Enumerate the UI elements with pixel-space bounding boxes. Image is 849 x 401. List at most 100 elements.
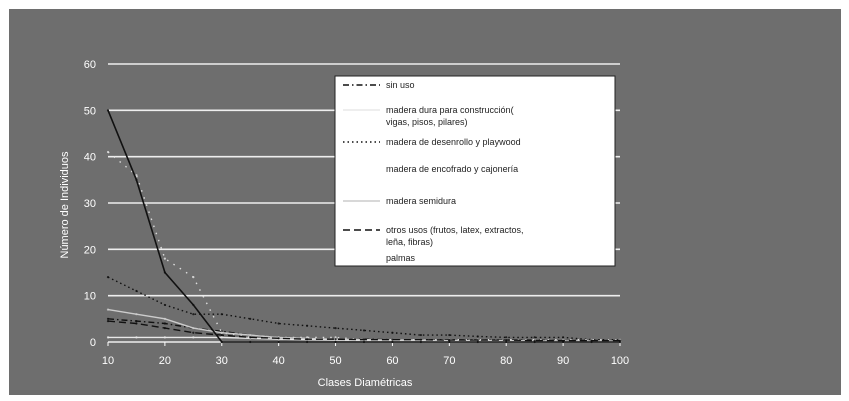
data-point xyxy=(448,340,451,344)
data-point xyxy=(505,336,508,339)
data-point xyxy=(362,338,366,341)
data-point xyxy=(533,340,536,344)
data-point xyxy=(419,333,422,337)
data-point xyxy=(220,336,223,339)
x-tick-label: 100 xyxy=(611,355,629,367)
legend-label: sin uso xyxy=(386,80,415,90)
data-point xyxy=(135,178,138,181)
data-point xyxy=(505,340,508,344)
data-point xyxy=(562,340,565,344)
data-point xyxy=(106,276,110,279)
data-point xyxy=(135,322,138,325)
legend-box xyxy=(334,75,616,267)
data-point xyxy=(163,327,166,330)
data-point xyxy=(192,313,195,316)
data-point xyxy=(533,336,536,339)
data-point xyxy=(476,339,479,342)
x-tick-label: 30 xyxy=(216,355,228,367)
data-point xyxy=(306,324,309,327)
y-axis-title: Número de Individuos xyxy=(59,151,71,259)
data-point xyxy=(192,303,195,307)
data-point xyxy=(135,313,138,316)
data-point xyxy=(135,174,138,177)
data-point xyxy=(106,336,110,339)
data-point xyxy=(306,338,309,341)
x-tick-label: 60 xyxy=(386,355,398,367)
legend-label: madera semidura xyxy=(386,196,456,206)
data-point xyxy=(249,333,252,337)
data-point xyxy=(163,271,166,274)
x-tick-label: 10 xyxy=(102,355,114,367)
data-point xyxy=(220,340,223,344)
x-axis-title: Clases Diamétricas xyxy=(318,377,413,389)
y-tick-label: 0 xyxy=(90,337,96,349)
data-point xyxy=(334,327,337,330)
data-point xyxy=(362,329,366,332)
data-point xyxy=(163,257,166,260)
data-point xyxy=(106,150,110,154)
data-point xyxy=(562,336,565,339)
data-point xyxy=(505,339,508,342)
data-point xyxy=(163,317,166,320)
data-point xyxy=(419,340,422,344)
data-point xyxy=(220,333,223,337)
data-point xyxy=(106,308,110,311)
data-point xyxy=(220,331,223,334)
data-point xyxy=(448,339,451,342)
y-tick-label: 30 xyxy=(84,198,96,210)
legend-label: palmas xyxy=(386,253,416,263)
data-point xyxy=(192,336,195,339)
x-tick-label: 40 xyxy=(273,355,285,367)
x-tick-label: 90 xyxy=(557,355,569,367)
y-tick-label: 20 xyxy=(84,244,96,256)
data-point xyxy=(106,317,110,320)
data-point xyxy=(590,340,593,344)
data-point xyxy=(220,313,223,316)
data-point xyxy=(476,340,479,344)
data-point xyxy=(277,340,280,344)
data-point xyxy=(334,336,337,339)
data-point xyxy=(476,335,479,338)
data-point xyxy=(277,322,280,325)
y-tick-label: 40 xyxy=(84,152,96,164)
y-tick-label: 10 xyxy=(84,291,96,303)
x-tick-label: 80 xyxy=(500,355,512,367)
data-point xyxy=(334,340,337,344)
data-point xyxy=(135,336,138,339)
x-tick-label: 50 xyxy=(329,355,341,367)
legend-label: madera de encofrado y cajonería xyxy=(386,164,518,174)
data-point xyxy=(135,289,138,293)
legend-label: madera de desenrollo y playwood xyxy=(386,137,521,147)
x-tick-label: 20 xyxy=(159,355,171,367)
data-point xyxy=(391,340,394,344)
data-point xyxy=(419,338,422,341)
data-point xyxy=(163,303,166,307)
y-tick-label: 60 xyxy=(84,59,96,71)
legend-label: madera dura para construcción( xyxy=(386,105,514,115)
x-tick-label: 70 xyxy=(443,355,455,367)
legend-label-cont: vigas, pisos, pilares) xyxy=(386,117,468,127)
data-point xyxy=(391,331,394,334)
data-point xyxy=(163,322,166,325)
data-point xyxy=(362,340,366,344)
data-point xyxy=(249,317,252,320)
data-point xyxy=(106,109,110,112)
y-tick-label: 50 xyxy=(84,105,96,117)
data-point xyxy=(277,337,280,340)
data-point xyxy=(192,276,195,279)
legend-label-cont: leña, fibras) xyxy=(386,237,433,247)
data-point xyxy=(391,338,394,341)
legend-label: otros usos (frutos, latex, extractos, xyxy=(386,225,524,235)
data-point xyxy=(334,338,337,341)
data-point xyxy=(192,331,195,334)
data-point xyxy=(448,333,451,337)
data-point xyxy=(249,340,252,344)
data-point xyxy=(618,340,622,344)
data-point xyxy=(306,340,309,344)
data-point xyxy=(106,320,110,323)
data-point xyxy=(192,327,195,330)
data-point xyxy=(249,336,252,339)
data-point xyxy=(135,320,138,323)
